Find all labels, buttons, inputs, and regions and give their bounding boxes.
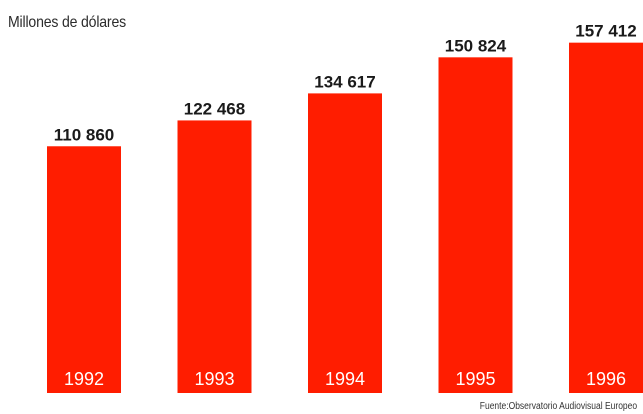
category-label-1994: 1994 — [325, 369, 365, 389]
value-label-1993: 122 468 — [184, 99, 245, 118]
category-label-1993: 1993 — [194, 369, 234, 389]
category-label-1992: 1992 — [64, 369, 104, 389]
category-label-1995: 1995 — [455, 369, 495, 389]
bar-1995 — [438, 57, 513, 393]
category-label-1996: 1996 — [586, 369, 626, 389]
bar-1992 — [47, 146, 121, 393]
unit-label: Millones de dólares — [8, 14, 126, 31]
value-label-1994: 134 617 — [314, 72, 375, 91]
bar-1994 — [308, 93, 382, 394]
value-label-1996: 157 412 — [575, 22, 636, 41]
bar-1996 — [569, 42, 643, 393]
bar-1993 — [177, 120, 252, 393]
value-label-1992: 110 860 — [54, 125, 115, 144]
source-note: Fuente:Observatorio Audiovisual Europeo — [479, 401, 637, 412]
value-label-1995: 150 824 — [445, 36, 507, 55]
